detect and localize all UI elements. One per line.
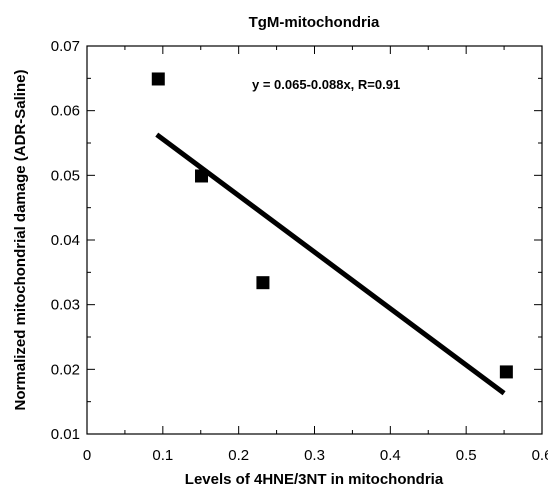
y-axis-label: Normalized mitochondrial damage (ADR-Sal… <box>12 70 29 411</box>
y-tick-label: 0.06 <box>51 103 80 120</box>
y-tick-label: 0.07 <box>51 38 80 55</box>
data-point <box>195 169 209 183</box>
regression-annotation: y = 0.065-0.088x, R=0.91 <box>252 77 400 92</box>
x-tick-label: 0.5 <box>456 447 477 464</box>
y-tick-label: 0.01 <box>51 426 80 443</box>
data-points <box>151 72 513 379</box>
x-tick-label: 0.2 <box>228 447 249 464</box>
data-point <box>499 365 513 379</box>
y-tick-label: 0.04 <box>51 232 80 249</box>
chart-title: TgM-mitochondria <box>249 14 380 31</box>
x-axis-label: Levels of 4HNE/3NT in mitochondria <box>185 471 444 488</box>
data-point <box>151 72 165 86</box>
x-tick-label: 0.6 <box>532 447 548 464</box>
data-point <box>256 276 270 290</box>
x-tick-label: 0.1 <box>152 447 173 464</box>
y-tick-label: 0.03 <box>51 297 80 314</box>
axis-ticks: 0 0.1 0.2 0.3 0.4 0.5 0.6 0.01 0.02 0.03 0.04 0.05 0… <box>51 38 548 464</box>
y-tick-label: 0.05 <box>51 167 80 184</box>
x-tick-label: 0.4 <box>380 447 401 464</box>
x-tick-label: 0.3 <box>304 447 325 464</box>
fit-line <box>155 132 506 396</box>
fit-line-group <box>155 132 506 396</box>
y-tick-label: 0.02 <box>51 361 80 378</box>
x-tick-label: 0 <box>83 447 91 464</box>
plot-frame <box>86 45 543 435</box>
